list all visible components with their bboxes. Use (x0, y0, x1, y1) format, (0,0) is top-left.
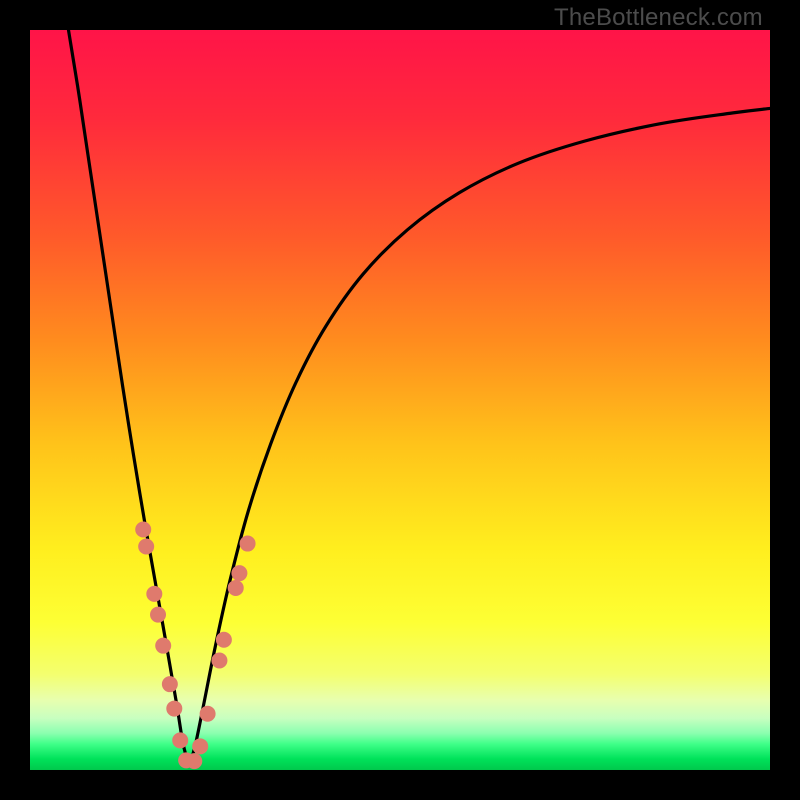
chart-frame: TheBottleneck.com (0, 0, 800, 800)
plot-area (30, 30, 770, 770)
watermark-label: TheBottleneck.com (554, 4, 763, 32)
